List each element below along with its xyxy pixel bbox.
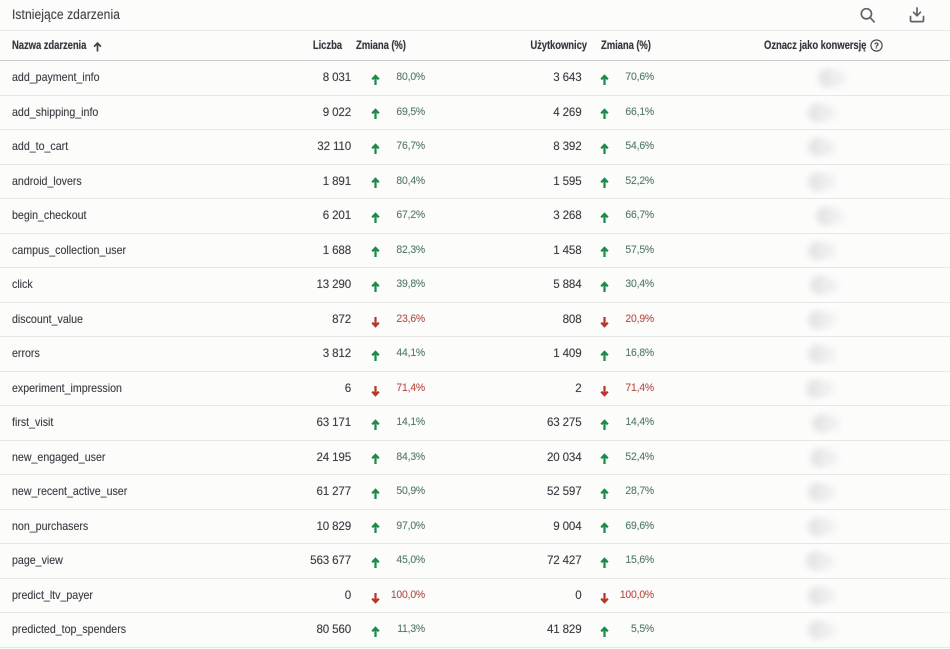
svg-text:?: ? <box>874 41 879 50</box>
